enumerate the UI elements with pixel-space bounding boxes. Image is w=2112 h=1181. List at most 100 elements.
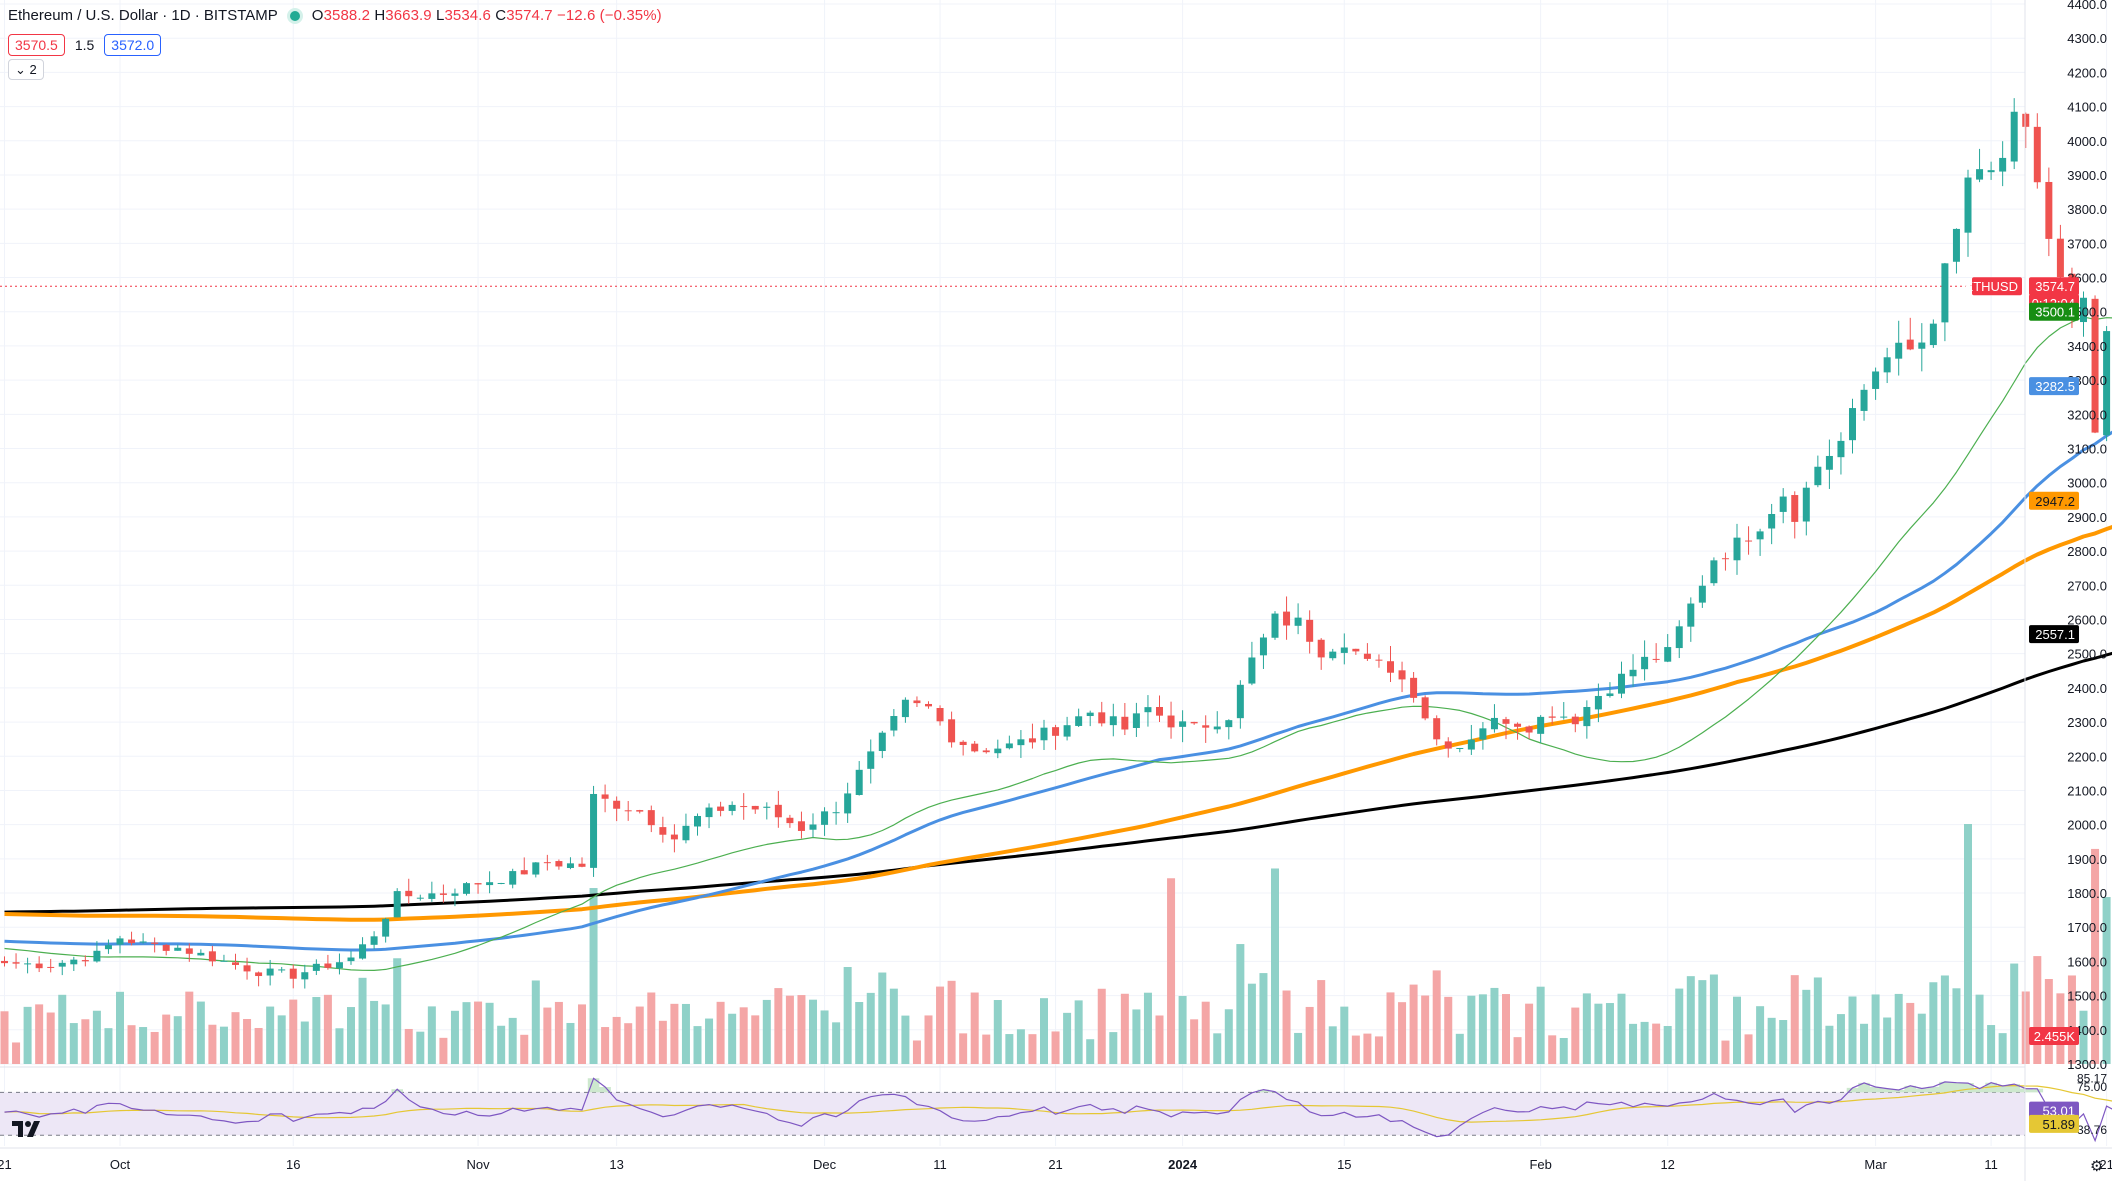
candle-body[interactable] [2022, 113, 2030, 127]
candle-body[interactable] [1, 960, 8, 964]
candle-body[interactable] [1802, 487, 1810, 522]
candle-body[interactable] [93, 950, 101, 962]
candle-body[interactable] [1040, 727, 1048, 741]
candle-body[interactable] [1028, 738, 1036, 743]
candle-body[interactable] [1444, 741, 1452, 749]
candle-body[interactable] [220, 960, 228, 962]
candle-body[interactable] [797, 821, 805, 831]
candle-body[interactable] [1363, 653, 1371, 659]
candle-body[interactable] [601, 794, 609, 799]
candle-body[interactable] [232, 962, 239, 965]
candle-body[interactable] [694, 815, 701, 827]
candle-body[interactable] [497, 882, 505, 884]
candle-body[interactable] [1999, 157, 2007, 172]
candle-body[interactable] [382, 918, 390, 937]
candle-body[interactable] [128, 939, 136, 944]
x-tick-label[interactable]: Oct [110, 1157, 131, 1172]
x-tick-label[interactable]: Feb [1529, 1157, 1551, 1172]
candle-body[interactable] [463, 883, 470, 894]
y-tick-label[interactable]: 2000.0 [2067, 818, 2107, 833]
candle-body[interactable] [428, 893, 436, 899]
candle-body[interactable] [1825, 455, 1833, 470]
x-tick-label[interactable]: Dec [813, 1157, 837, 1172]
candle-body[interactable] [1849, 408, 1856, 441]
candle-body[interactable] [1687, 603, 1695, 627]
x-tick-label[interactable]: 21 [0, 1157, 12, 1172]
candle-body[interactable] [1537, 716, 1545, 734]
candle-body[interactable] [416, 897, 424, 899]
candle-body[interactable] [2056, 238, 2064, 278]
y-tick-label[interactable]: 3400.0 [2067, 339, 2107, 354]
candle-body[interactable] [116, 938, 124, 945]
candle-body[interactable] [647, 810, 655, 826]
candle-body[interactable] [1594, 695, 1602, 710]
candle-body[interactable] [1421, 697, 1429, 719]
candle-body[interactable] [1190, 721, 1198, 724]
x-tick-label[interactable]: Mar [1864, 1157, 1887, 1172]
candle-body[interactable] [901, 699, 909, 718]
candle-body[interactable] [1063, 725, 1071, 737]
y-tick-label[interactable]: 4000.0 [2067, 134, 2107, 149]
candle-body[interactable] [1479, 728, 1487, 740]
y-tick-label[interactable]: 1300.0 [2067, 1057, 2107, 1072]
candle-body[interactable] [1814, 466, 1822, 486]
x-tick-label[interactable]: 11 [1984, 1157, 1998, 1172]
candle-body[interactable] [139, 941, 147, 943]
candle-body[interactable] [971, 743, 979, 752]
candle-body[interactable] [1052, 727, 1060, 736]
x-tick-label[interactable]: 13 [609, 1157, 623, 1172]
candle-body[interactable] [1721, 558, 1729, 560]
candle-body[interactable] [890, 716, 898, 731]
candle-body[interactable] [1872, 371, 1880, 389]
candle-body[interactable] [832, 812, 840, 814]
buy-button[interactable]: 3572.0 [104, 34, 162, 56]
candle-body[interactable] [24, 963, 32, 965]
y-tick-label[interactable]: 2800.0 [2067, 544, 2107, 559]
candle-body[interactable] [486, 882, 494, 886]
candle-body[interactable] [2045, 181, 2053, 239]
candle-body[interactable] [994, 748, 1002, 754]
candle-body[interactable] [70, 959, 78, 965]
y-tick-label[interactable]: 3700.0 [2067, 236, 2107, 251]
candle-body[interactable] [1768, 514, 1776, 529]
candle-body[interactable] [1490, 717, 1498, 730]
y-tick-label[interactable]: 2900.0 [2067, 510, 2107, 525]
y-tick-label[interactable]: 4100.0 [2067, 100, 2107, 115]
candle-body[interactable] [2091, 298, 2099, 433]
candle-body[interactable] [1733, 537, 1741, 561]
time-axis[interactable]: 21Oct16Nov13Dec1121202415Feb12Mar1121Apr… [0, 1147, 2112, 1175]
candle-body[interactable] [509, 871, 517, 885]
y-tick-label[interactable]: 1700.0 [2067, 920, 2107, 935]
tradingview-logo-icon[interactable] [10, 1118, 44, 1140]
x-tick-label[interactable]: 21 [1048, 1157, 1062, 1172]
candle-body[interactable] [1017, 739, 1025, 746]
candle-body[interactable] [1398, 670, 1406, 680]
candle-body[interactable] [324, 963, 332, 968]
candle-body[interactable] [1352, 648, 1360, 652]
candle-body[interactable] [1710, 560, 1718, 584]
y-tick-label[interactable]: 3900.0 [2067, 168, 2107, 183]
candle-body[interactable] [1941, 263, 1949, 323]
sell-button[interactable]: 3570.5 [8, 34, 65, 56]
candle-body[interactable] [405, 890, 413, 897]
candle-body[interactable] [578, 863, 586, 867]
candle-body[interactable] [1433, 718, 1441, 740]
candle-body[interactable] [1144, 707, 1152, 713]
candle-body[interactable] [1525, 726, 1533, 733]
candle-body[interactable] [1906, 339, 1914, 350]
y-tick-label[interactable]: 3100.0 [2067, 442, 2107, 457]
y-tick-label[interactable]: 2300.0 [2067, 715, 2107, 730]
y-tick-label[interactable]: 3000.0 [2067, 476, 2107, 491]
candle-body[interactable] [1571, 716, 1579, 725]
candle-body[interactable] [151, 942, 159, 944]
candle-body[interactable] [948, 719, 956, 743]
candle-body[interactable] [393, 891, 401, 918]
candle-body[interactable] [1860, 389, 1868, 411]
candle-body[interactable] [982, 750, 990, 753]
candle-body[interactable] [1548, 716, 1556, 718]
candle-body[interactable] [555, 861, 563, 867]
candle-body[interactable] [1121, 716, 1129, 730]
candle-body[interactable] [566, 863, 574, 868]
candle-body[interactable] [301, 972, 309, 980]
